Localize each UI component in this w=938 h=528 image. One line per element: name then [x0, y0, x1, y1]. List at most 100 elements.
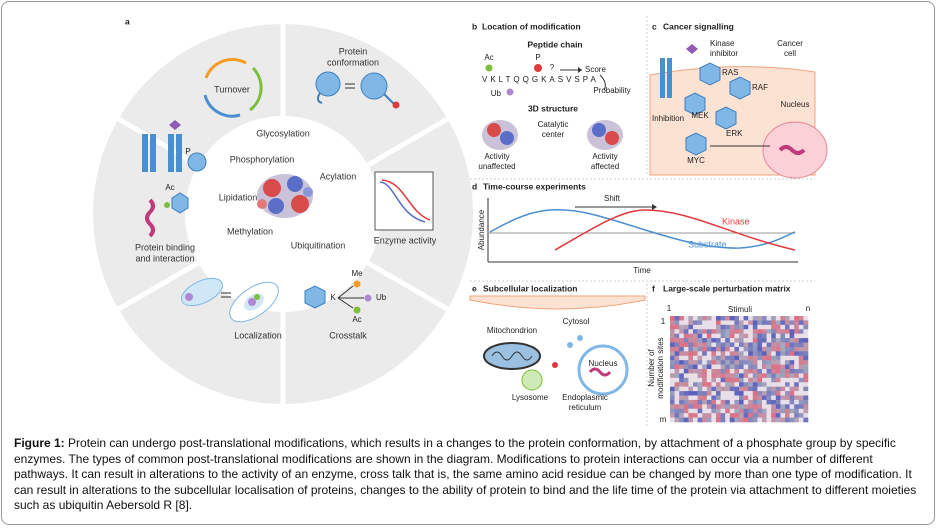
- heat-cell: [720, 417, 726, 423]
- label-text: Cytosol: [563, 317, 590, 326]
- heat-cell: [771, 316, 777, 321]
- heat-cell: [725, 320, 731, 326]
- heat-cell: [785, 320, 790, 326]
- heat-cell: [674, 404, 680, 410]
- heat-cell: [711, 329, 717, 334]
- heat-cell: [752, 404, 758, 410]
- heat-cell: [739, 413, 744, 418]
- heat-cell: [670, 316, 675, 321]
- heat-cell: [679, 399, 685, 405]
- heat-cell: [771, 395, 777, 401]
- heat-cell: [693, 386, 698, 392]
- heat-cell: [706, 373, 712, 379]
- heat-cell: [785, 369, 790, 374]
- heat-cell: [697, 360, 703, 365]
- heat-cell: [720, 338, 726, 343]
- heat-cell: [803, 329, 809, 334]
- heat-cell: [739, 369, 744, 374]
- heat-cell: [697, 351, 703, 357]
- heat-cell: [697, 364, 703, 370]
- heat-cell: [716, 342, 721, 348]
- heat-cell: [771, 408, 777, 414]
- heat-cell: [775, 320, 781, 326]
- heat-cell: [674, 364, 680, 370]
- heat-cell: [789, 369, 795, 374]
- heat-cell: [794, 333, 800, 339]
- heat-cell: [725, 364, 731, 370]
- heat-cell: [706, 324, 712, 330]
- heat-cell: [729, 316, 735, 321]
- heat-cell: [679, 355, 685, 361]
- heat-cell: [720, 360, 726, 365]
- heat-cell: [683, 399, 689, 405]
- heat-cell: [683, 395, 689, 401]
- heat-cell: [697, 329, 703, 334]
- heat-cell: [716, 395, 721, 401]
- heat-cell: [716, 377, 721, 383]
- heat-cell: [794, 386, 800, 392]
- heat-cell: [706, 320, 712, 326]
- label-text: Shift: [604, 194, 621, 203]
- heat-cell: [762, 355, 767, 361]
- heat-cell: [780, 320, 786, 326]
- heat-cell: [711, 351, 717, 357]
- label-text: Acylation: [320, 171, 357, 181]
- heat-cell: [716, 320, 721, 326]
- heat-cell: [729, 382, 735, 387]
- heat-cell: [771, 338, 777, 343]
- heat-cell: [697, 404, 703, 410]
- heat-cell: [683, 404, 689, 410]
- label-text: Cancer signalling: [663, 21, 734, 31]
- heat-cell: [775, 404, 781, 410]
- heat-cell: [674, 417, 680, 423]
- heat-cell: [720, 333, 726, 339]
- heat-cell: [748, 391, 754, 396]
- heat-cell: [720, 324, 726, 330]
- heat-cell: [775, 346, 781, 352]
- heat-cell: [688, 320, 694, 326]
- heat-cell: [702, 377, 708, 383]
- heat-cell: [734, 369, 740, 374]
- heat-cell: [766, 377, 772, 383]
- heat-cell: [693, 382, 698, 387]
- heat-cell: [734, 338, 740, 343]
- heat-cell: [757, 399, 763, 405]
- heat-cell: [762, 413, 767, 418]
- heat-cell: [674, 338, 680, 343]
- heat-cell: [785, 391, 790, 396]
- heat-cell: [803, 413, 809, 418]
- heat-cell: [794, 399, 800, 405]
- turnover-cycle: [203, 58, 263, 118]
- heat-cell: [739, 355, 744, 361]
- heat-cell: [766, 404, 772, 410]
- heat-cell: [739, 342, 744, 348]
- heat-cell: [752, 346, 758, 352]
- heat-cell: [762, 316, 767, 321]
- heat-cell: [697, 373, 703, 379]
- heat-cell: [771, 377, 777, 383]
- heat-cell: [762, 382, 767, 387]
- heat-cell: [734, 316, 740, 321]
- heat-cell: [748, 408, 754, 414]
- heat-cell: [734, 399, 740, 405]
- heat-cell: [706, 391, 712, 396]
- heat-cell: [803, 369, 809, 374]
- heat-cell: [706, 369, 712, 374]
- heat-cell: [711, 355, 717, 361]
- heat-cell: [734, 320, 740, 326]
- heat-cell: [706, 338, 712, 343]
- heat-cell: [706, 333, 712, 339]
- heat-cell: [743, 408, 749, 414]
- heat-cell: [739, 404, 744, 410]
- heat-cell: [688, 413, 694, 418]
- label-text: Endoplasmic: [562, 393, 608, 402]
- heat-cell: [775, 342, 781, 348]
- heat-cell: [775, 360, 781, 365]
- heat-cell: [798, 351, 804, 357]
- heat-cell: [743, 320, 749, 326]
- heat-cell: [743, 316, 749, 321]
- heat-cell: [771, 320, 777, 326]
- heat-cell: [762, 342, 767, 348]
- heat-cell: [743, 360, 749, 365]
- heat-cell: [670, 360, 675, 365]
